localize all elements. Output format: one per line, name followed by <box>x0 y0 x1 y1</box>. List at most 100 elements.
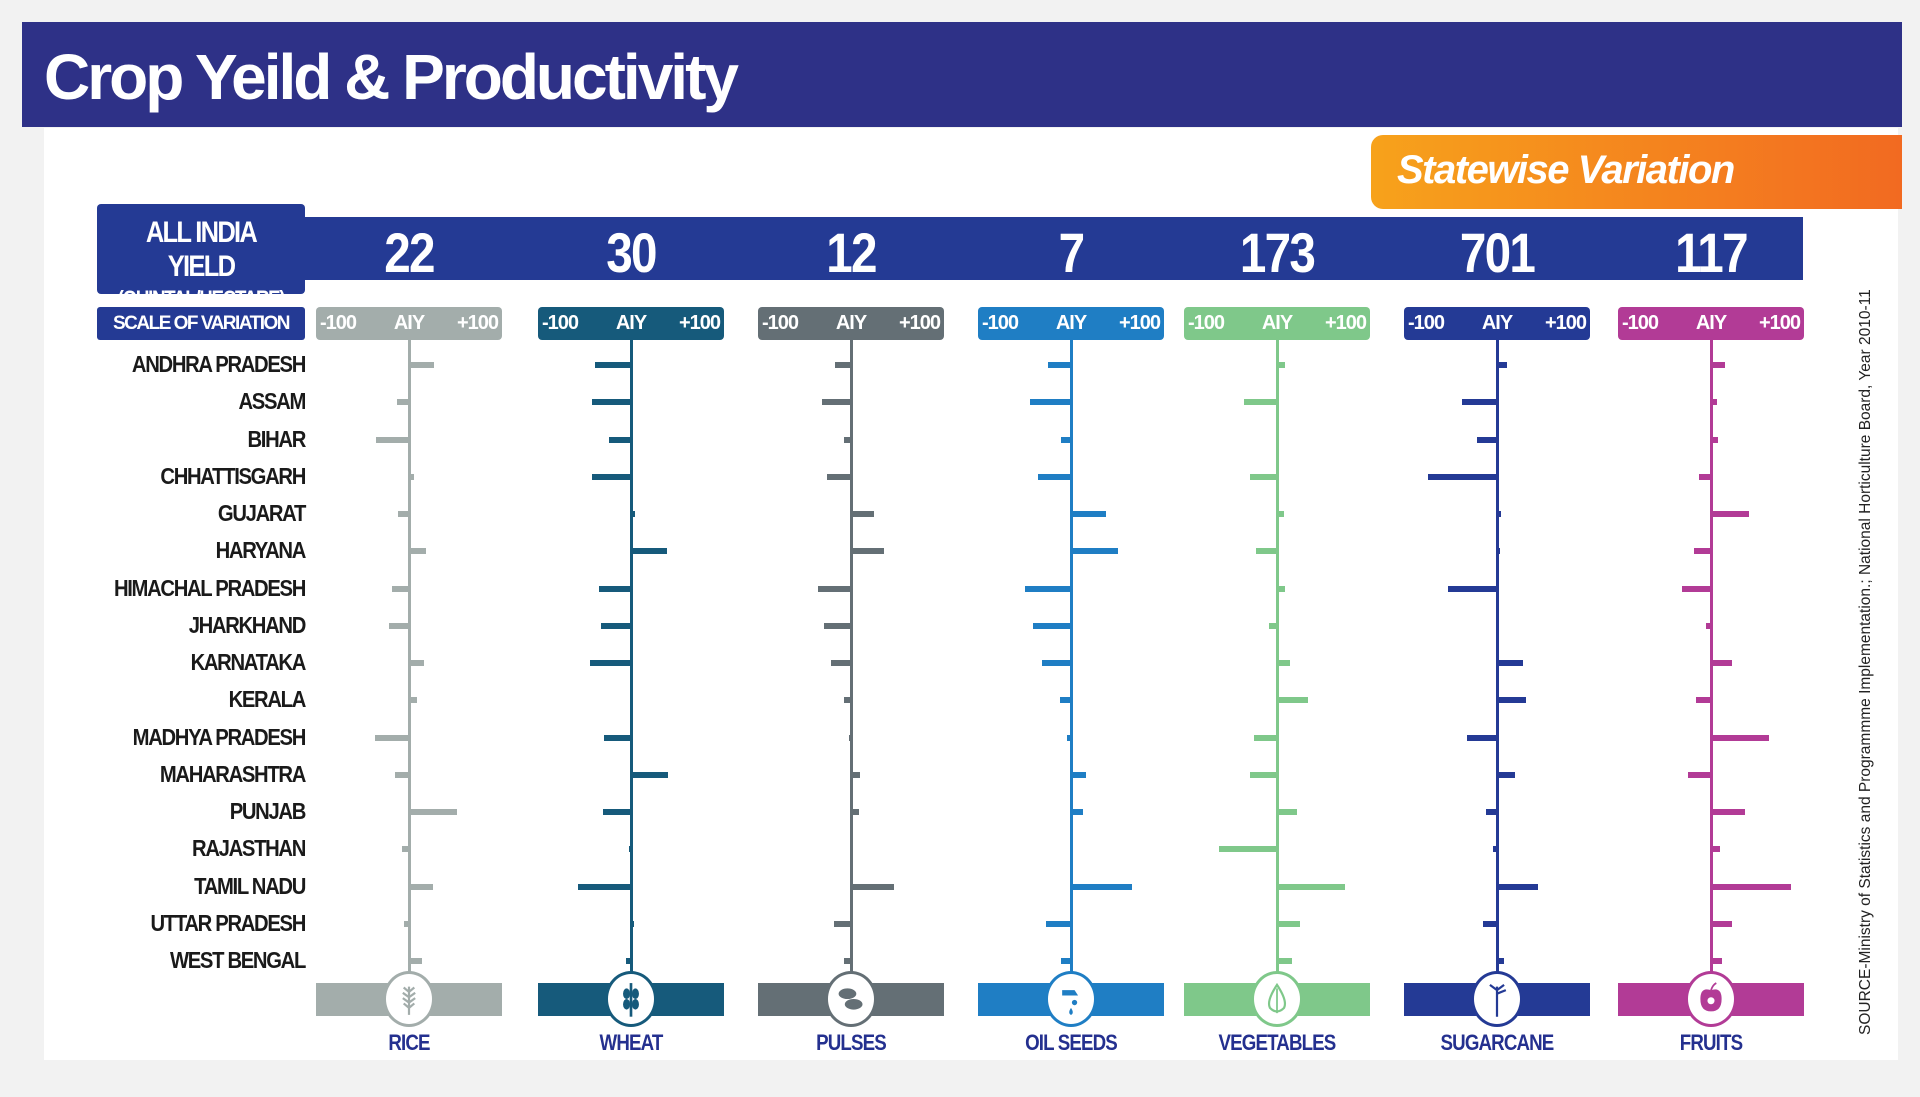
rice-icon <box>383 971 435 1027</box>
crop-label: FRUITS <box>1679 1030 1743 1055</box>
axis-line <box>630 340 633 985</box>
bar-wheat <box>577 883 631 890</box>
bar-wheat <box>591 399 631 406</box>
aiy-label-line1: ALL INDIA YIELD <box>145 216 258 283</box>
bar-rice <box>392 585 409 592</box>
bar-pulses <box>852 771 861 778</box>
state-label: PUNJAB <box>229 798 307 824</box>
bar-rice <box>402 846 409 853</box>
bar-wheat <box>632 771 669 778</box>
bar-oil-seeds <box>1042 660 1071 666</box>
bar-pulses <box>834 920 851 927</box>
bar-sugarcane <box>1498 958 1504 964</box>
bar-sugarcane <box>1485 809 1497 815</box>
scale-min-label: -100 <box>1408 312 1445 334</box>
sugarcane-icon <box>1471 971 1523 1027</box>
bar-sugarcane <box>1498 697 1526 704</box>
bar-pulses <box>843 697 851 704</box>
bar-oil-seeds <box>1072 809 1084 815</box>
bar-fruits <box>1706 622 1711 629</box>
state-label: WEST BENGAL <box>169 947 306 973</box>
bar-oil-seeds <box>1072 771 1086 778</box>
bar-fruits <box>1687 771 1711 778</box>
bar-wheat <box>608 436 631 443</box>
bar-wheat <box>632 920 634 927</box>
scale-min-label: -100 <box>1622 312 1659 334</box>
scale-min-label: -100 <box>982 312 1019 334</box>
bar-sugarcane <box>1493 846 1497 853</box>
bar-pulses <box>844 958 851 964</box>
scale-header: -100 AIY +100 <box>1404 307 1590 340</box>
bar-pulses <box>852 511 875 517</box>
bar-vegetables <box>1268 622 1277 629</box>
source-note: SOURCE-Ministry of Statistics and Progra… <box>1857 289 1874 1035</box>
title-bar <box>22 22 1902 127</box>
bar-vegetables <box>1278 920 1301 927</box>
axis-line <box>1496 340 1499 985</box>
crop-label: RICE <box>388 1030 430 1055</box>
bar-oil-seeds <box>1067 734 1071 741</box>
bar-oil-seeds <box>1045 920 1071 927</box>
bar-vegetables <box>1278 585 1285 592</box>
bar-vegetables <box>1278 883 1345 890</box>
bar-oil-seeds <box>1025 585 1071 592</box>
scale-max-label: +100 <box>456 312 499 334</box>
bar-wheat <box>626 958 631 964</box>
bar-sugarcane <box>1461 399 1497 406</box>
bar-wheat <box>604 734 631 741</box>
bar-sugarcane <box>1483 920 1497 927</box>
scale-max-label: +100 <box>678 312 721 334</box>
state-label: KARNATAKA <box>190 649 307 675</box>
state-label: GUJARAT <box>217 500 306 526</box>
bar-sugarcane <box>1467 734 1497 741</box>
bar-rice <box>410 697 418 704</box>
bar-fruits <box>1712 362 1726 368</box>
bar-vegetables <box>1250 473 1277 480</box>
bar-vegetables <box>1244 399 1277 406</box>
bar-vegetables <box>1278 362 1285 368</box>
bar-sugarcane <box>1498 548 1500 555</box>
bar-oil-seeds <box>1072 883 1132 890</box>
all-india-yield-label: ALL INDIA YIELD (QUINTAL/HECTARE) <box>97 204 305 311</box>
bar-oil-seeds <box>1030 399 1071 406</box>
scale-max-label: +100 <box>898 312 941 334</box>
bar-rice <box>374 734 409 741</box>
bar-fruits <box>1712 883 1792 890</box>
aiy-label-line2: (QUINTAL/HECTARE) <box>117 286 286 311</box>
bar-wheat <box>599 585 631 592</box>
scale-aiy-label: AIY <box>1055 312 1087 334</box>
bar-fruits <box>1694 548 1711 555</box>
pulses-icon <box>825 971 877 1027</box>
vegetables-icon <box>1251 971 1303 1027</box>
axis-line <box>850 340 853 985</box>
bar-pulses <box>824 622 851 629</box>
bar-wheat <box>603 809 631 815</box>
crop-label: OIL SEEDS <box>1025 1030 1118 1055</box>
crop-label: SUGARCANE <box>1440 1030 1555 1055</box>
bar-vegetables <box>1250 771 1277 778</box>
state-label: KERALA <box>228 686 307 713</box>
scale-header: -100 AIY +100 <box>1184 307 1370 340</box>
scale-min-label: -100 <box>320 312 357 334</box>
bar-rice <box>410 548 426 555</box>
all-india-yield-value: 7 <box>1058 221 1085 284</box>
scale-aiy-label: AIY <box>615 312 647 334</box>
bar-sugarcane <box>1498 362 1508 368</box>
bar-pulses <box>818 585 851 592</box>
bar-pulses <box>835 362 851 368</box>
scale-of-variation-label: SCALE OF VARIATION <box>97 307 305 340</box>
axis-line <box>1070 340 1073 985</box>
badge-label: Statewise Variation <box>1397 148 1735 192</box>
bar-sugarcane <box>1498 660 1524 666</box>
bar-sugarcane <box>1447 585 1497 592</box>
bar-pulses <box>826 473 851 480</box>
state-label: HARYANA <box>215 537 307 564</box>
scale-header: -100 AIY +100 <box>316 307 502 340</box>
bar-sugarcane <box>1498 883 1538 890</box>
axis-line <box>1710 340 1713 985</box>
bar-fruits <box>1712 734 1769 741</box>
bar-wheat <box>590 660 631 666</box>
crop-label: VEGETABLES <box>1218 1030 1337 1055</box>
state-label: ANDHRA PRADESH <box>131 351 306 377</box>
bar-fruits <box>1712 846 1721 853</box>
